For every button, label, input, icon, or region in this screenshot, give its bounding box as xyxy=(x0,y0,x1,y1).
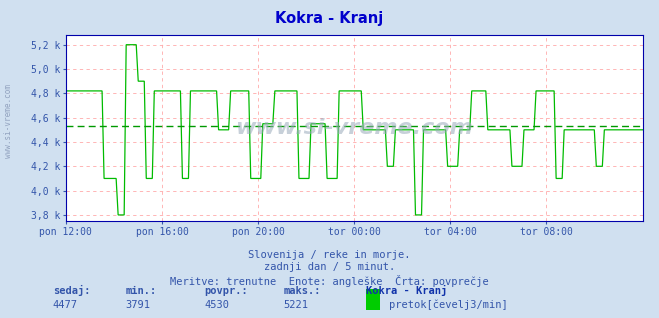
Text: pretok[čevelj3/min]: pretok[čevelj3/min] xyxy=(389,300,507,310)
Text: povpr.:: povpr.: xyxy=(204,286,248,296)
Text: Meritve: trenutne  Enote: angleške  Črta: povprečje: Meritve: trenutne Enote: angleške Črta: … xyxy=(170,275,489,287)
Text: sedaj:: sedaj: xyxy=(53,285,90,296)
Text: 4477: 4477 xyxy=(53,301,78,310)
Text: min.:: min.: xyxy=(125,286,156,296)
Text: 3791: 3791 xyxy=(125,301,150,310)
Text: maks.:: maks.: xyxy=(283,286,321,296)
Text: Slovenija / reke in morje.: Slovenija / reke in morje. xyxy=(248,250,411,259)
Text: 4530: 4530 xyxy=(204,301,229,310)
Text: www.si-vreme.com: www.si-vreme.com xyxy=(4,84,13,158)
Text: zadnji dan / 5 minut.: zadnji dan / 5 minut. xyxy=(264,262,395,272)
Text: 5221: 5221 xyxy=(283,301,308,310)
Text: Kokra - Kranj: Kokra - Kranj xyxy=(366,285,447,296)
Text: Kokra - Kranj: Kokra - Kranj xyxy=(275,11,384,26)
Text: www.si-vreme.com: www.si-vreme.com xyxy=(235,118,473,138)
